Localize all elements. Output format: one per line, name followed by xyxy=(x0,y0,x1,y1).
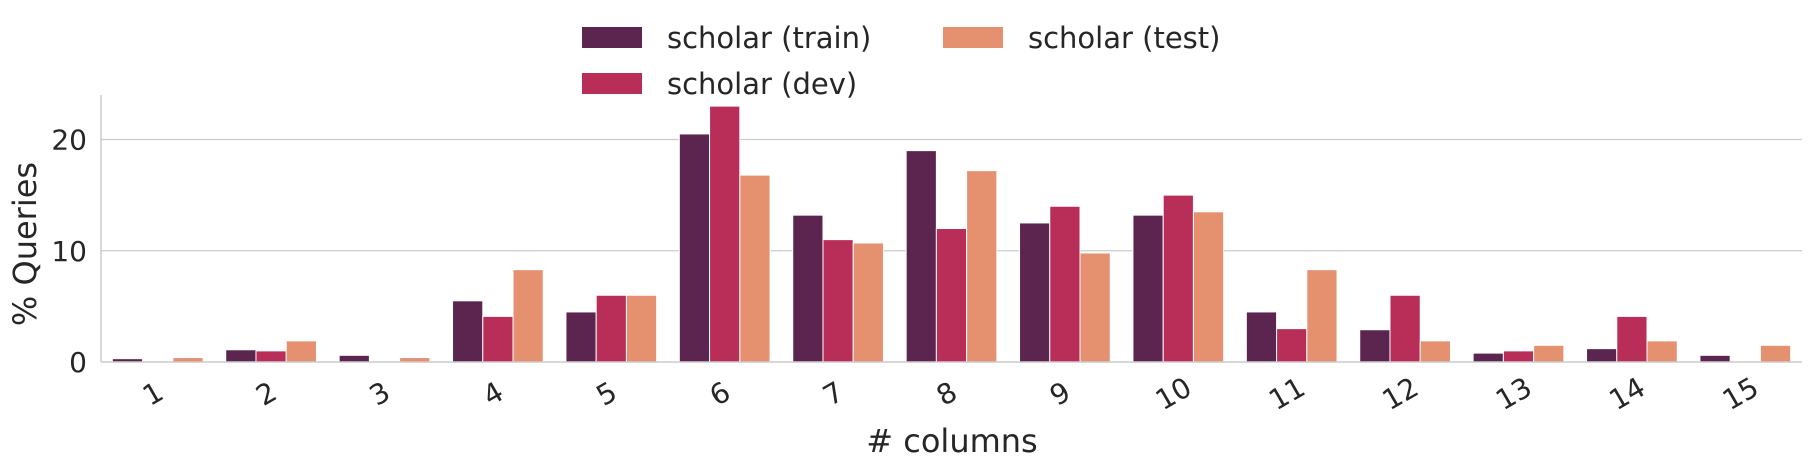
x-tick-label: 7 xyxy=(817,375,849,412)
bar-scholar-dev--4 xyxy=(482,315,514,363)
legend-swatch xyxy=(582,27,642,48)
bar-scholar-test--10 xyxy=(1192,211,1225,363)
bar-scholar-dev--11 xyxy=(1276,328,1308,363)
bar-scholar-dev--13 xyxy=(1502,350,1535,363)
bar-scholar-test--6 xyxy=(739,174,771,363)
x-axis-title: # columns xyxy=(866,422,1037,460)
x-tick-label: 6 xyxy=(704,375,736,412)
bar-scholar-dev--7 xyxy=(822,239,854,363)
bar-scholar-test--2 xyxy=(285,340,317,363)
x-tick-label: 2 xyxy=(250,375,282,412)
bar-scholar-dev--2 xyxy=(255,350,287,363)
axes xyxy=(100,95,1802,363)
bar-scholar-train--6 xyxy=(678,133,711,363)
bar-scholar-test--13 xyxy=(1533,344,1565,363)
x-tick-label: 15 xyxy=(1717,371,1764,417)
bar-scholar-train--9 xyxy=(1019,222,1051,363)
bar-scholar-train--4 xyxy=(452,300,484,363)
bar-scholar-dev--8 xyxy=(935,228,968,363)
bars xyxy=(111,105,1792,363)
legend-swatch xyxy=(943,27,1003,48)
y-tick-labels: 0 10 20 xyxy=(51,124,87,380)
bar-scholar-test--14 xyxy=(1646,340,1678,363)
bar-scholar-train--2 xyxy=(225,349,257,363)
x-tick-label: 5 xyxy=(591,375,623,412)
x-tick-label: 9 xyxy=(1044,375,1076,412)
x-tick-label: 12 xyxy=(1377,371,1424,417)
legend-label: scholar (train) xyxy=(667,21,871,55)
bar-scholar-test--9 xyxy=(1079,252,1111,363)
bar-scholar-dev--12 xyxy=(1389,294,1421,363)
x-tick-label: 13 xyxy=(1490,371,1537,417)
bar-scholar-test--11 xyxy=(1306,269,1338,363)
x-tick-label: 10 xyxy=(1150,371,1197,417)
legend-swatch xyxy=(582,73,642,94)
bar-scholar-test--7 xyxy=(852,242,884,363)
bar-scholar-train--14 xyxy=(1586,348,1618,363)
bar-scholar-test--4 xyxy=(512,269,544,363)
bar-scholar-dev--14 xyxy=(1616,315,1648,363)
bar-scholar-test--12 xyxy=(1419,340,1451,363)
x-tick-label: 11 xyxy=(1263,371,1310,417)
bar-scholar-train--11 xyxy=(1245,311,1278,363)
y-axis-title: % Queries xyxy=(6,162,44,326)
bar-scholar-test--5 xyxy=(625,294,658,363)
x-tick-label: 4 xyxy=(477,375,509,412)
x-tick-label: 1 xyxy=(137,375,169,412)
bar-scholar-train--8 xyxy=(905,150,937,363)
y-tick-label: 20 xyxy=(51,124,87,157)
bar-scholar-train--15 xyxy=(1699,354,1731,363)
bar-scholar-train--7 xyxy=(792,214,824,363)
bar-scholar-dev--10 xyxy=(1162,194,1194,363)
bar-scholar-train--13 xyxy=(1472,352,1504,363)
bar-scholar-test--8 xyxy=(966,170,998,363)
bar-scholar-train--10 xyxy=(1132,214,1164,363)
x-tick-label: 3 xyxy=(364,375,396,412)
x-tick-label: 8 xyxy=(931,375,963,412)
bar-scholar-dev--6 xyxy=(709,105,741,363)
x-tick-label: 14 xyxy=(1603,371,1650,417)
legend-label: scholar (test) xyxy=(1028,21,1220,55)
legend: scholar (train) scholar (dev) scholar (tes… xyxy=(582,21,1220,101)
bar-scholar-train--12 xyxy=(1359,329,1391,363)
bar-scholar-dev--5 xyxy=(595,294,627,363)
y-tick-label: 10 xyxy=(51,235,87,268)
bar-scholar-train--3 xyxy=(338,354,370,363)
x-tick-labels: 1 2 3 4 5 6 7 8 9 10 11 12 13 14 15 xyxy=(137,371,1764,417)
bar-scholar-dev--9 xyxy=(1049,205,1081,363)
bar-scholar-test--15 xyxy=(1759,344,1792,363)
legend-label: scholar (dev) xyxy=(667,67,857,101)
y-tick-label: 0 xyxy=(69,346,87,379)
bar-scholar-train--5 xyxy=(565,311,597,363)
